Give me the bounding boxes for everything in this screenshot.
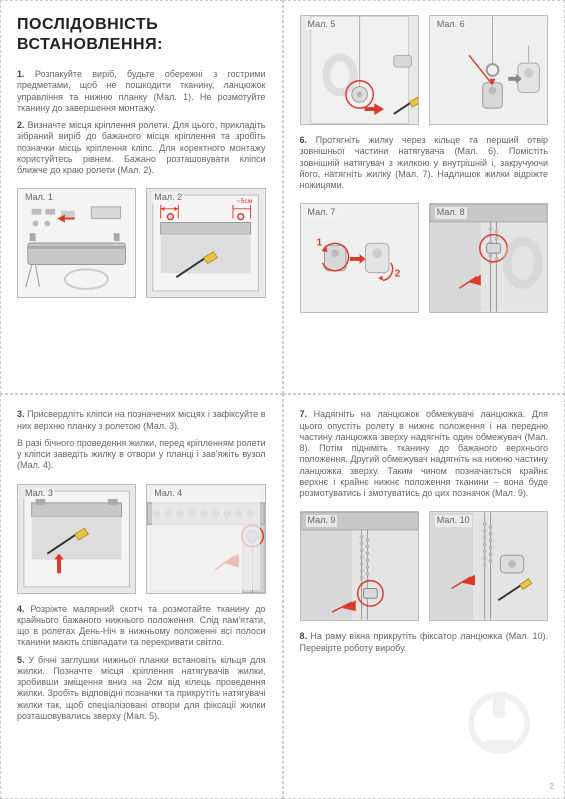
figure-5: Мал. 5 (300, 15, 419, 125)
step-5-num: 5. (17, 655, 25, 665)
page-title: ПОСЛІДОВНІСТЬ ВСТАНОВЛЕННЯ: (17, 15, 266, 55)
step-3-text: Присвердліть кліпси на позначених місцях… (17, 409, 266, 430)
quadrant-top-right: Мал. 5 Мал. 6 (283, 0, 565, 394)
figure-8: Мал. 8 (429, 203, 548, 313)
fig-8-label: Мал. 8 (435, 207, 467, 218)
svg-text:2: 2 (394, 269, 400, 280)
fig-10-label: Мал. 10 (435, 515, 472, 526)
step-6-text: Протягніть жилку через кільце та перший … (300, 135, 549, 190)
step-4: 4. Розріжте малярний скотч та розмотайте… (17, 604, 266, 649)
step-8-text: На раму вікна прикрутіть фіксатор ланцюж… (300, 631, 548, 652)
step-4-text: Розріжте малярний скотч та розмотайте тк… (17, 604, 266, 648)
step-1-text: Розпакуйте виріб, будьте обережні з гост… (17, 69, 266, 113)
watermark-icon (464, 688, 534, 758)
step-6: 6. Протягніть жилку через кільце та перш… (300, 135, 549, 191)
step-3-num: 3. (17, 409, 25, 419)
step-7-num: 7. (300, 409, 308, 419)
step-2-num: 2. (17, 120, 25, 130)
page-number: 2 (550, 782, 554, 792)
quadrant-bottom-left: 3. Присвердліть кліпси на позначених міс… (0, 394, 283, 799)
figure-3: Мал. 3 (17, 484, 136, 594)
step-7: 7. Надягніть на ланцюжок обмежувачі ланц… (300, 409, 549, 499)
fig-row-1-2: Мал. 1 Мал. 2 (17, 188, 266, 298)
fig-row-5-6: Мал. 5 Мал. 6 (300, 15, 549, 125)
step-1-num: 1. (17, 69, 25, 79)
fig-row-3-4: Мал. 3 Мал. 4 (17, 484, 266, 594)
fig-3-label: Мал. 3 (23, 488, 55, 499)
fig-7-label: Мал. 7 (306, 207, 338, 218)
fig-5-label: Мал. 5 (306, 19, 338, 30)
step-8: 8. На раму вікна прикрутіть фіксатор лан… (300, 631, 549, 654)
fig-4-label: Мал. 4 (152, 488, 259, 590)
fig-1-label: Мал. 1 (23, 192, 55, 203)
figure-4: Мал. 4 (146, 484, 265, 594)
step-5-text: У бічні заглушки нижньої планки встанові… (17, 655, 266, 721)
figure-10: Мал. 10 (429, 511, 548, 621)
step-2: 2. Визначте місця кріплення ролети. Для … (17, 120, 266, 176)
figure-2: Мал. 2 ~5см (146, 188, 265, 298)
step-7-text: Надягніть на ланцюжок обмежувачі ланцюжк… (300, 409, 549, 498)
step-1: 1. Розпакуйте виріб, будьте обережні з г… (17, 69, 266, 114)
step-8-num: 8. (300, 631, 308, 641)
step-5: 5. У бічні заглушки нижньої планки встан… (17, 655, 266, 723)
step-6-num: 6. (300, 135, 308, 145)
step-3b: В разі бічного проведення жилки, перед к… (17, 438, 266, 472)
fig-9-label: Мал. 9 (306, 515, 338, 526)
quadrant-bottom-right: 7. Надягніть на ланцюжок обмежувачі ланц… (283, 394, 565, 799)
figure-1: Мал. 1 (17, 188, 136, 298)
fig-6-label: Мал. 6 (435, 19, 467, 30)
figure-9: Мал. 9 (300, 511, 419, 621)
quadrant-top-left: ПОСЛІДОВНІСТЬ ВСТАНОВЛЕННЯ: 1. Розпакуйт… (0, 0, 283, 394)
fig-2-label: Мал. 2 (152, 192, 184, 203)
figure-6: Мал. 6 (429, 15, 548, 125)
step-3: 3. Присвердліть кліпси на позначених міс… (17, 409, 266, 432)
fig-row-7-8: Мал. 7 1 2 Мал. 8 (300, 203, 549, 313)
figure-7: Мал. 7 1 2 (300, 203, 419, 313)
step-2-text: Визначте місця кріплення ролети. Для цьо… (17, 120, 266, 175)
svg-text:1: 1 (316, 238, 322, 249)
dim-5cm: ~5см (237, 198, 253, 205)
step-4-num: 4. (17, 604, 25, 614)
fig-row-9-10: Мал. 9 Мал. 10 (300, 511, 549, 621)
